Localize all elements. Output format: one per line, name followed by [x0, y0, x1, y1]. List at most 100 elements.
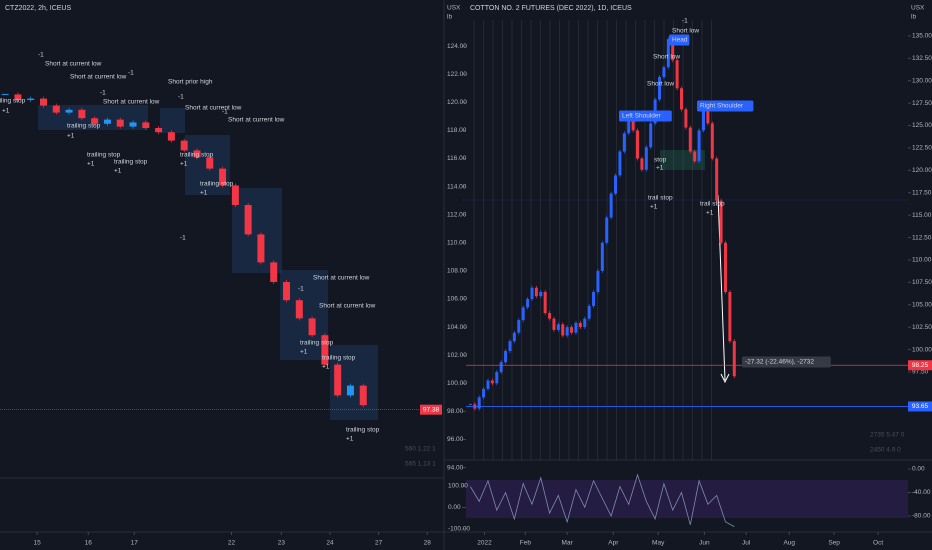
y-tick-label: 106.00	[447, 296, 467, 303]
candle	[321, 335, 329, 365]
y-tick-label: 104.00	[447, 324, 467, 331]
candle	[684, 109, 688, 128]
annotation: -1	[222, 109, 228, 116]
x-tick-label: Feb	[520, 540, 532, 547]
annotation-box	[742, 356, 831, 368]
y2-unit: USX	[911, 5, 925, 12]
x-tick-label: 17	[131, 540, 139, 547]
x-tick-label: 28	[424, 540, 432, 547]
candle	[499, 362, 503, 373]
left-chart-title: CTZ2022, 2h, ICEUS	[5, 5, 71, 12]
y-tick-label: 100.00	[447, 380, 467, 387]
annotation: Left Shoulder	[622, 113, 662, 120]
candle	[180, 140, 188, 151]
candle	[644, 147, 648, 170]
candle	[658, 77, 662, 100]
annotation-box	[619, 110, 672, 122]
candle	[583, 318, 587, 328]
candle	[490, 380, 494, 384]
x-tick-label: 2022	[477, 540, 492, 547]
annotation: +1	[180, 161, 188, 168]
y2-tick-label: -40.00	[912, 489, 931, 496]
y2-tick-label: 120.00	[912, 167, 932, 174]
y-tick-label: 108.00	[447, 268, 467, 275]
candle	[693, 151, 697, 162]
annotation: Short at current low	[45, 61, 102, 68]
candle	[697, 130, 701, 162]
y2-tick-label: -80.00	[912, 513, 931, 520]
annotation: Short low	[672, 28, 699, 35]
candle	[231, 185, 239, 205]
annotation: Short prior high	[168, 79, 213, 86]
candle	[627, 116, 631, 134]
candle	[592, 291, 596, 307]
y2-tick-label: 115.00	[912, 212, 932, 219]
annotation: +1	[650, 204, 658, 211]
annotation: Short at current low	[228, 117, 285, 124]
y2-tick-label: 135.00	[912, 33, 932, 40]
annotation: trailing stop	[0, 98, 26, 105]
candle	[78, 109, 86, 119]
candle	[193, 150, 201, 158]
candle	[167, 132, 175, 141]
candle	[270, 262, 278, 282]
annotation: trail stop	[700, 201, 725, 208]
candle	[539, 291, 543, 297]
x-tick-label: Aug	[783, 540, 795, 547]
candle	[206, 157, 214, 169]
annotation: 565 1.13 1	[405, 461, 436, 468]
right-chart-title: COTTON NO. 2 FUTURES (DEC 2022), 1D, ICE…	[470, 5, 632, 12]
candle	[710, 123, 714, 159]
candle	[530, 287, 534, 299]
candle	[565, 327, 569, 336]
annotation: -27.32 (-22.46%), -2732	[745, 359, 814, 366]
candle	[574, 322, 578, 333]
x-tick-label: Mar	[562, 540, 574, 547]
y-tick-label: 98.00	[447, 408, 464, 415]
candle	[596, 270, 600, 292]
y-tick-label: 96.00	[447, 436, 464, 443]
annotation: trailing stop	[87, 152, 121, 159]
annotation: +1	[67, 133, 75, 140]
candle	[495, 372, 499, 384]
x-tick-label: Oct	[873, 540, 883, 547]
candle	[548, 313, 552, 319]
y2-tick-label: 117.50	[912, 189, 932, 196]
candle	[570, 327, 574, 333]
candle	[257, 234, 265, 263]
candle	[578, 322, 582, 328]
x-tick-label: Jul	[742, 540, 751, 547]
candle	[129, 122, 137, 127]
measure-arrow	[717, 194, 726, 381]
candle	[587, 306, 591, 319]
candle	[666, 39, 670, 68]
candle	[308, 318, 316, 336]
candle	[600, 242, 604, 271]
trade-zone	[160, 108, 185, 133]
candle	[618, 151, 622, 176]
candle	[468, 403, 472, 405]
y-tick-label: 110.00	[447, 240, 467, 247]
y-tick-label: 0.00	[448, 504, 461, 511]
candle	[732, 341, 736, 377]
candle	[244, 205, 252, 235]
candle	[649, 123, 653, 148]
candle	[680, 88, 684, 110]
annotation: -1	[180, 235, 186, 242]
candle	[116, 119, 124, 127]
annotation: trailing stop	[322, 355, 356, 362]
annotation: Head	[672, 37, 688, 44]
y2-tick-label: 130.00	[912, 77, 932, 84]
price-label: 97.38	[423, 406, 440, 413]
annotation: trailing stop	[180, 152, 214, 159]
y-tick-label: 102.00	[447, 352, 467, 359]
x-tick-label: 15	[33, 540, 41, 547]
y2-tick-label: 112.50	[912, 234, 932, 241]
candle	[688, 127, 692, 152]
candle	[334, 364, 342, 396]
annotation: -1	[128, 70, 134, 77]
y-tick-label: 124.00	[447, 43, 467, 50]
candle	[27, 98, 35, 100]
candle	[636, 130, 640, 159]
y2-tick-label: 107.50	[912, 279, 932, 286]
